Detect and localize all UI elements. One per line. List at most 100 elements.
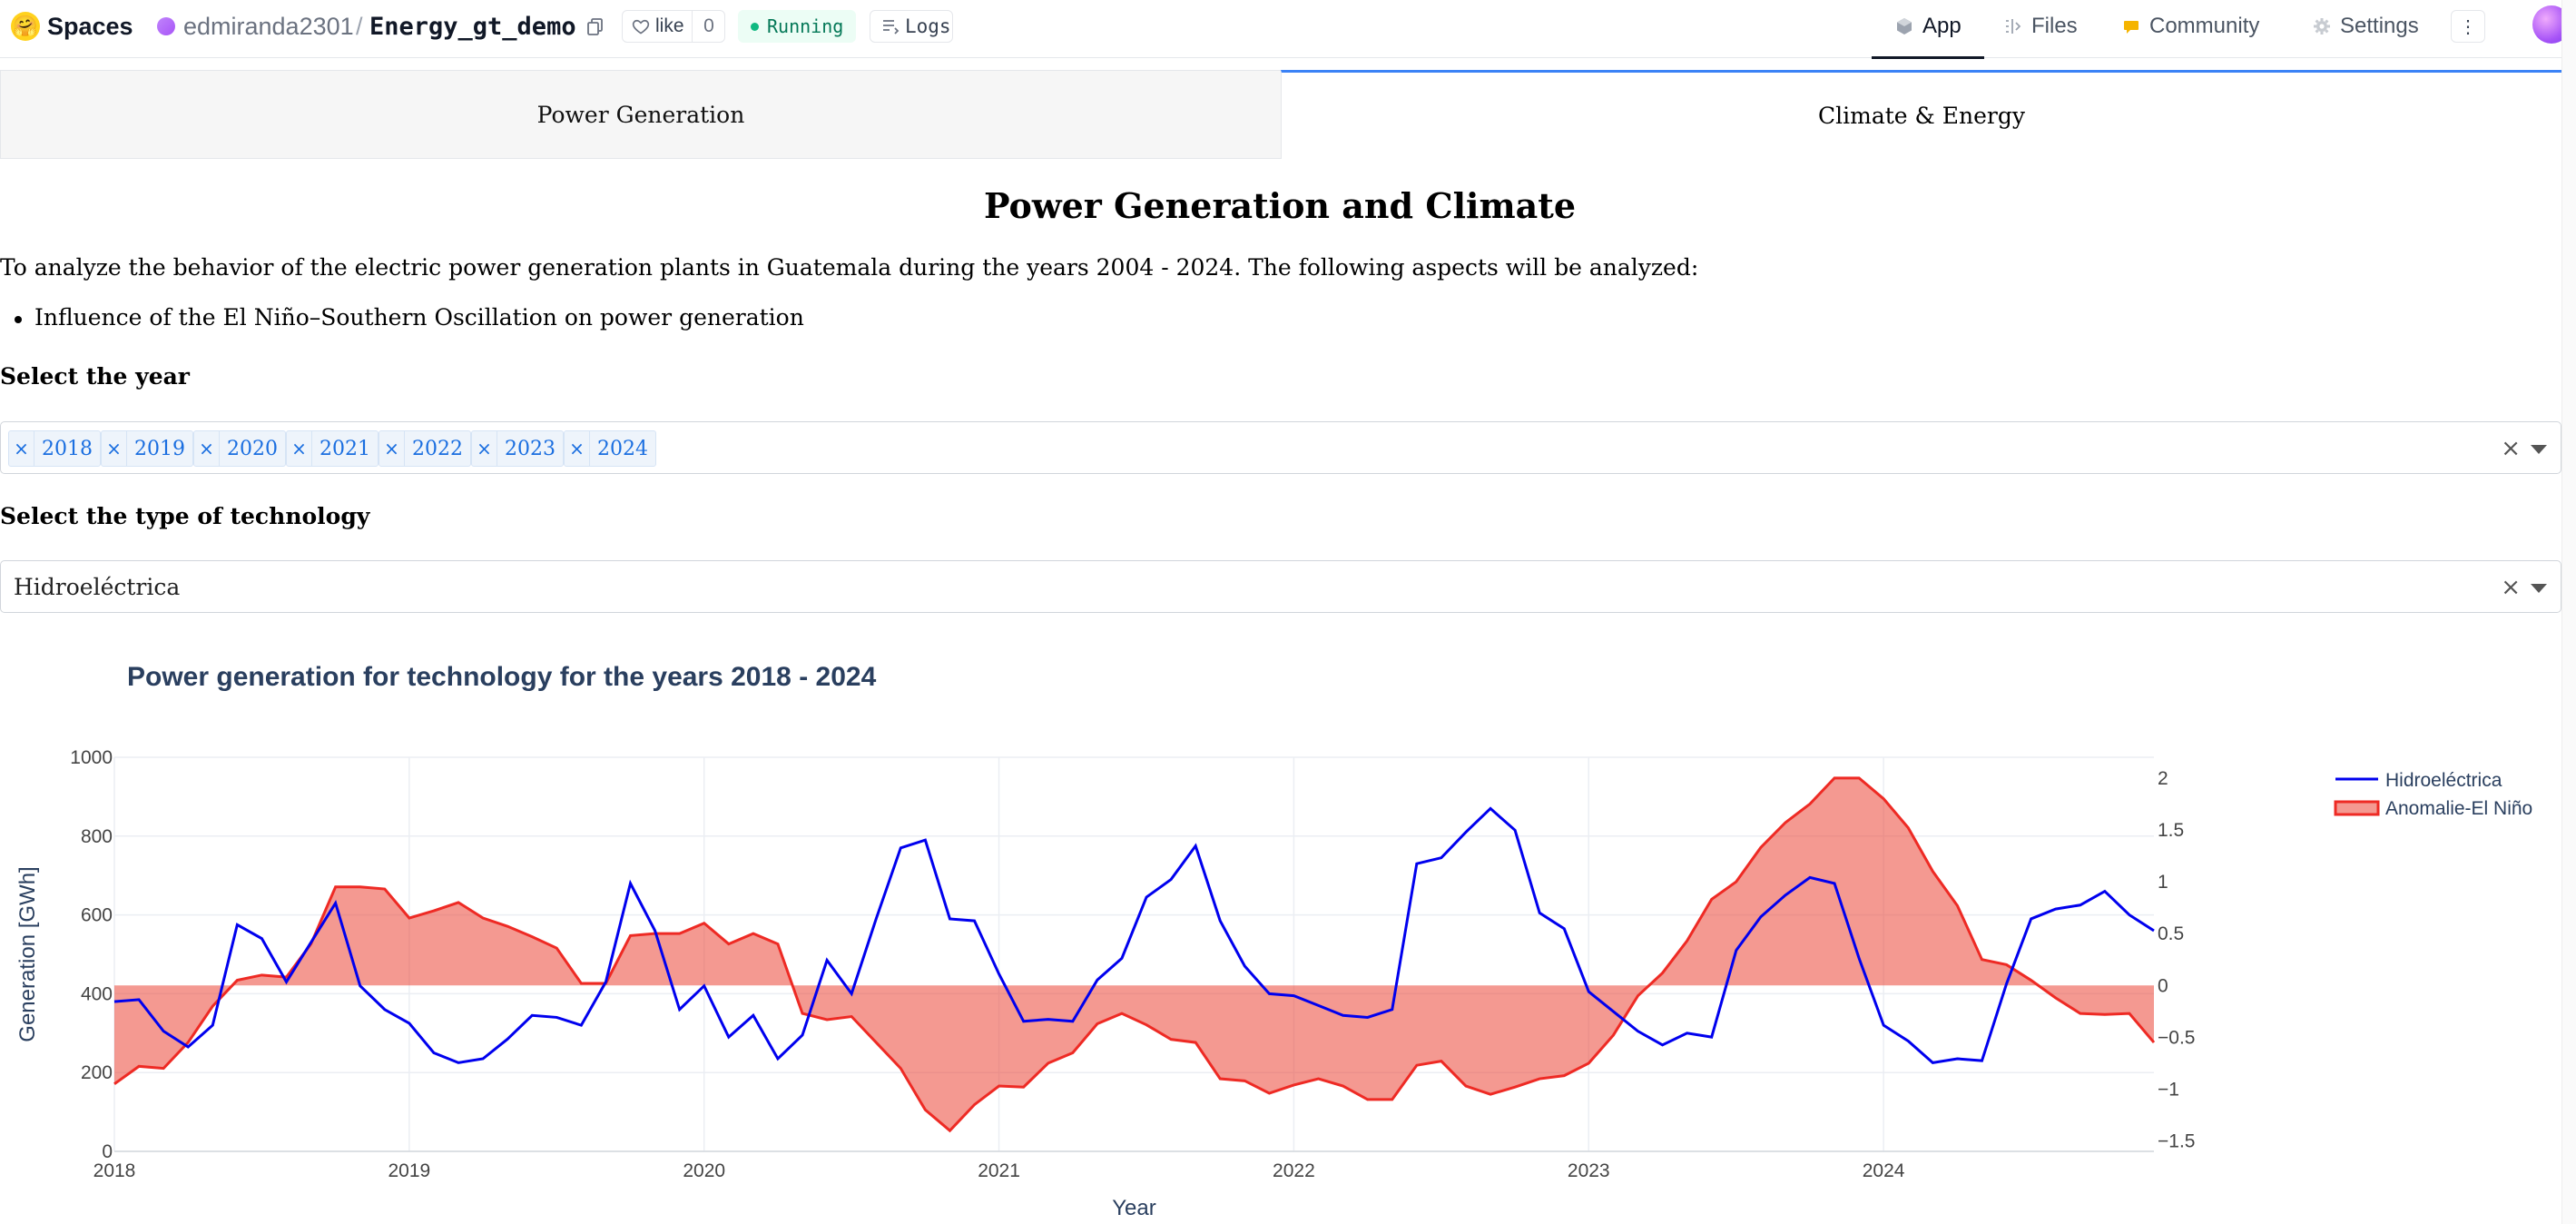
analysis-bullet: Influence of the El Niño–Southern Oscill… (15, 304, 804, 331)
year-chip-2024: × 2024 (564, 430, 656, 467)
x-tick-label: 2018 (93, 1160, 136, 1181)
y-tick-label: 400 (81, 983, 113, 1004)
remove-chip-icon[interactable]: × (472, 431, 497, 466)
remove-chip-icon[interactable]: × (194, 431, 220, 466)
top-bar: 🤗 Spaces edmiranda2301 / Energy_gt_demo … (0, 0, 2576, 59)
chevron-down-icon[interactable] (2531, 445, 2547, 454)
year-chip-label: 2021 (320, 437, 370, 460)
y2-tick-label: −1.5 (2158, 1131, 2195, 1152)
remove-chip-icon[interactable]: × (379, 431, 405, 466)
legend-nino-swatch[interactable] (2334, 800, 2380, 816)
y-tick-label: 0 (102, 1141, 113, 1162)
year-multiselect[interactable]: × 2018 × 2019 × 2020 × 2021 × 2022 × 2023 × 2024 × (0, 421, 2561, 474)
hydro-line[interactable] (113, 806, 2155, 1064)
nav-settings-label: Settings (2340, 14, 2419, 38)
y-tick-label: 800 (81, 826, 113, 847)
status-label: Running (767, 15, 844, 37)
nav-settings[interactable]: Settings (2313, 9, 2419, 44)
tab-climate-energy[interactable]: Climate & Energy (1281, 70, 2562, 159)
remove-chip-icon[interactable]: × (287, 431, 312, 466)
nav-app[interactable]: App (1895, 9, 1961, 44)
copy-icon[interactable] (587, 18, 604, 36)
year-select-label: Select the year (0, 363, 190, 390)
year-chip-label: 2018 (42, 437, 93, 460)
el-nino-line[interactable] (113, 776, 2156, 1133)
y-tick-label: 200 (81, 1062, 113, 1083)
owner-avatar (157, 17, 175, 35)
chart-svg[interactable]: Power generation for technology for the … (0, 636, 2576, 1224)
like-count: 0 (692, 11, 725, 42)
like-button[interactable]: like 0 (622, 10, 725, 43)
y2-tick-label: 2 (2158, 768, 2168, 789)
legend-hydro-label: Hidroeléctrica (2385, 770, 2502, 791)
y-tick-label: 1000 (70, 747, 113, 768)
y2-tick-label: 1 (2158, 872, 2168, 893)
x-axis-title: Year (1112, 1196, 1156, 1220)
logs-icon (883, 20, 900, 35)
year-chip-label: 2023 (505, 437, 556, 460)
tab-power-generation[interactable]: Power Generation (0, 70, 1281, 159)
like-label: like (655, 15, 684, 36)
y2-tick-label: −1 (2158, 1079, 2179, 1100)
chart-title: Power generation for technology for the … (127, 662, 877, 692)
year-chip-2019: × 2019 (101, 430, 193, 467)
year-chip-2023: × 2023 (471, 430, 564, 467)
intro-text: To analyze the behavior of the electric … (0, 254, 1699, 281)
heart-icon (632, 19, 650, 35)
year-chip-2018: × 2018 (8, 430, 101, 467)
space-name-link[interactable]: Energy_gt_demo (369, 12, 576, 41)
y-axis-title: Generation [GWh] (15, 866, 40, 1041)
x-tick-label: 2022 (1273, 1160, 1315, 1181)
logs-label: Logs (905, 15, 951, 37)
generation-climate-chart[interactable]: Power generation for technology for the … (0, 636, 2576, 1224)
page-title: Power Generation and Climate (983, 185, 1577, 226)
x-tick-label: 2020 (683, 1160, 725, 1181)
y2-tick-label: 0.5 (2158, 923, 2184, 944)
status-dot-icon (751, 22, 759, 31)
x-tick-label: 2021 (978, 1160, 1020, 1181)
status-badge[interactable]: Running (738, 10, 856, 43)
nav-files-label: Files (2031, 14, 2078, 38)
active-tab-indicator (1872, 56, 1984, 59)
year-chip-label: 2019 (134, 437, 185, 460)
files-icon (2006, 19, 2021, 34)
nav-community[interactable]: Community (2122, 9, 2259, 44)
technology-select[interactable]: Hidroeléctrica × (0, 560, 2561, 613)
remove-chip-icon[interactable]: × (102, 431, 127, 466)
scrollbar[interactable] (2561, 0, 2576, 1224)
y2-tick-label: −0.5 (2158, 1027, 2195, 1048)
x-tick-label: 2019 (388, 1160, 430, 1181)
owner-link[interactable]: edmiranda2301 (183, 12, 354, 40)
logs-button[interactable]: Logs (870, 10, 953, 43)
nav-community-label: Community (2149, 14, 2260, 38)
remove-chip-icon[interactable]: × (565, 431, 590, 466)
more-menu-button[interactable]: ⋮ (2451, 10, 2485, 43)
x-tick-label: 2023 (1568, 1160, 1610, 1181)
app-cube-icon (1897, 18, 1912, 35)
year-chip-label: 2020 (227, 437, 278, 460)
community-icon (2124, 21, 2138, 34)
technology-select-label: Select the type of technology (0, 503, 370, 529)
y-tick-label: 600 (81, 905, 113, 926)
clear-years-icon[interactable]: × (2501, 435, 2521, 462)
year-chip-label: 2022 (412, 437, 463, 460)
y2-tick-label: 1.5 (2158, 820, 2184, 841)
clear-technology-icon[interactable]: × (2501, 574, 2521, 601)
year-chip-2021: × 2021 (286, 430, 379, 467)
hugging-face-logo-icon[interactable]: 🤗 (11, 12, 40, 41)
nav-files[interactable]: Files (2004, 9, 2078, 44)
gear-icon (2314, 18, 2330, 35)
y2-tick-label: 0 (2158, 975, 2168, 996)
technology-selected-value: Hidroeléctrica (14, 574, 181, 600)
el-nino-area[interactable] (114, 777, 2154, 1131)
year-chip-2022: × 2022 (379, 430, 471, 467)
chevron-down-icon[interactable] (2531, 584, 2547, 593)
year-chip-2020: × 2020 (193, 430, 286, 467)
legend-nino-label: Anomalie-El Niño (2385, 798, 2532, 819)
nav-app-label: App (1922, 14, 1961, 38)
remove-chip-icon[interactable]: × (9, 431, 34, 466)
x-tick-label: 2024 (1863, 1160, 1905, 1181)
spaces-link[interactable]: Spaces (47, 12, 133, 40)
path-separator: / (356, 12, 363, 40)
year-chip-label: 2024 (597, 437, 648, 460)
